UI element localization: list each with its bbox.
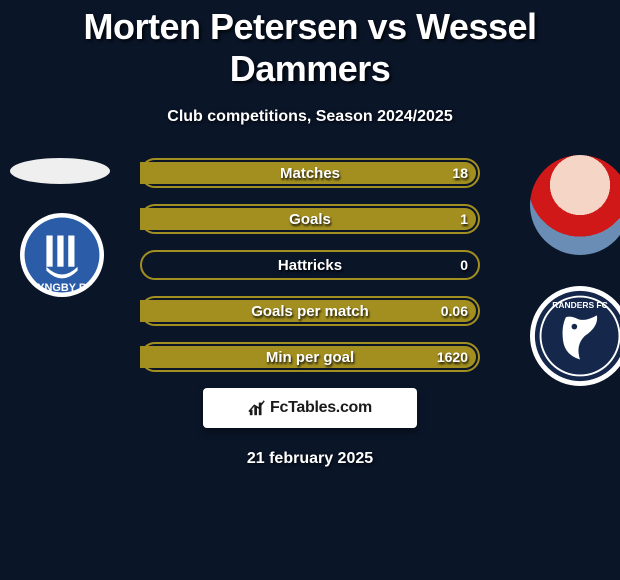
stat-label: Goals per match	[251, 303, 369, 320]
comparison-area: YNGBY B RANDERS FC Matches 18 Goals 1	[0, 158, 620, 488]
player-right-photo	[530, 155, 620, 255]
stat-right-value: 0.06	[441, 303, 468, 319]
brand-badge[interactable]: FcTables.com	[203, 388, 417, 428]
stat-row-hattricks: Hattricks 0	[140, 250, 480, 280]
brand-text: FcTables.com	[270, 399, 372, 417]
stat-right-value: 0	[460, 257, 468, 273]
player-left-photo	[10, 158, 110, 184]
stat-label: Goals	[289, 211, 331, 228]
svg-text:YNGBY B: YNGBY B	[37, 282, 87, 294]
stat-row-goals-per-match: Goals per match 0.06	[140, 296, 480, 326]
stat-label: Hattricks	[278, 257, 342, 274]
stat-label: Min per goal	[266, 349, 354, 366]
date-text: 21 february 2025	[140, 450, 480, 468]
stat-right-value: 18	[452, 165, 468, 181]
randers-logo-icon: RANDERS FC	[533, 289, 620, 383]
stat-label: Matches	[280, 165, 340, 182]
stat-row-goals: Goals 1	[140, 204, 480, 234]
subtitle: Club competitions, Season 2024/2025	[0, 108, 620, 126]
stat-right-value: 1	[460, 211, 468, 227]
stat-row-matches: Matches 18	[140, 158, 480, 188]
player-left-club-logo: YNGBY B	[20, 213, 104, 297]
stat-right-value: 1620	[437, 349, 468, 365]
page-title: Morten Petersen vs Wessel Dammers	[0, 0, 620, 90]
svg-text:RANDERS FC: RANDERS FC	[552, 300, 607, 310]
bar-chart-icon	[248, 399, 266, 417]
player-right-club-logo: RANDERS FC	[530, 286, 620, 386]
stat-row-min-per-goal: Min per goal 1620	[140, 342, 480, 372]
stat-rows: Matches 18 Goals 1 Hattricks 0 Goals per…	[140, 158, 480, 468]
lyngby-logo-icon: YNGBY B	[23, 216, 101, 294]
